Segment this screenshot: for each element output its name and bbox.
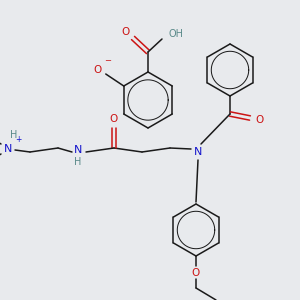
Text: +: + [15, 134, 21, 143]
Text: O: O [122, 27, 130, 37]
Text: N: N [4, 144, 12, 154]
Text: O: O [94, 65, 102, 75]
Text: N: N [194, 147, 202, 157]
Text: O: O [192, 268, 200, 278]
Text: O: O [255, 115, 263, 125]
Text: OH: OH [169, 29, 184, 39]
Text: N: N [74, 145, 82, 155]
Text: H: H [74, 157, 82, 167]
Text: O: O [110, 114, 118, 124]
Text: −: − [104, 56, 111, 65]
Text: H: H [10, 130, 18, 140]
